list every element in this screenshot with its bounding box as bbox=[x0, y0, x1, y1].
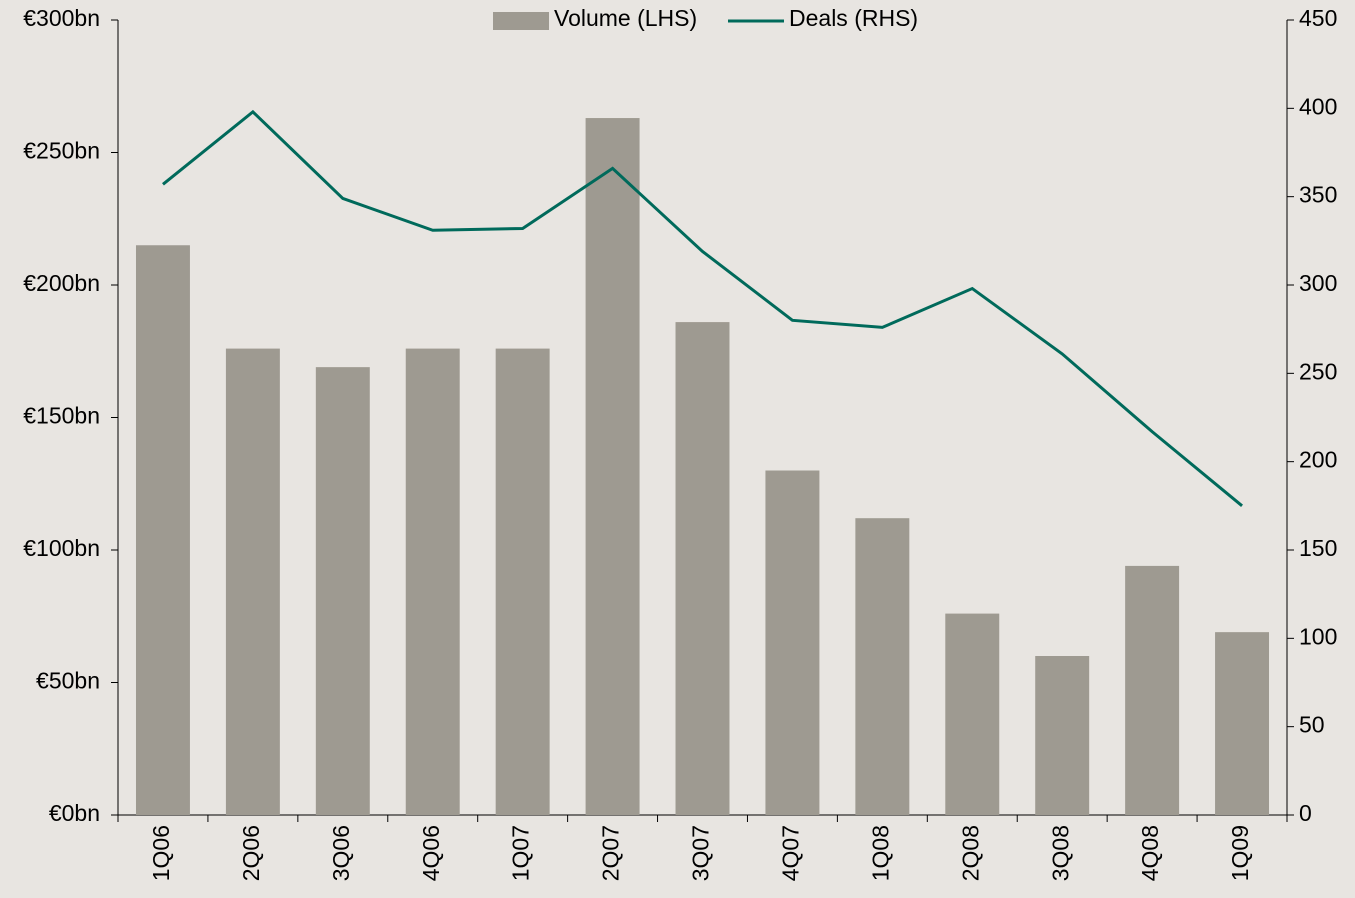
x-tick-label: 2Q08 bbox=[957, 825, 983, 881]
y2-tick-label: 300 bbox=[1299, 270, 1337, 296]
bar bbox=[135, 245, 190, 815]
bar bbox=[495, 348, 550, 815]
x-tick-label: 4Q07 bbox=[778, 825, 804, 881]
x-tick-label: 1Q07 bbox=[508, 825, 534, 881]
y-tick-label: €250bn bbox=[23, 138, 100, 164]
x-tick-label: 1Q06 bbox=[148, 825, 174, 881]
bar bbox=[405, 348, 460, 815]
x-tick-label: 3Q07 bbox=[688, 825, 714, 881]
x-tick-label: 1Q09 bbox=[1227, 825, 1253, 881]
legend-swatch bbox=[493, 12, 549, 30]
x-tick-label: 1Q08 bbox=[867, 825, 893, 881]
x-tick-label: 3Q08 bbox=[1047, 825, 1073, 881]
bar bbox=[1035, 656, 1090, 815]
y2-tick-label: 100 bbox=[1299, 623, 1337, 649]
x-tick-label: 4Q08 bbox=[1137, 825, 1163, 881]
bar bbox=[675, 322, 730, 815]
x-tick-label: 3Q06 bbox=[328, 825, 354, 881]
y-tick-label: €150bn bbox=[23, 403, 100, 429]
y2-tick-label: 50 bbox=[1299, 712, 1325, 738]
y2-tick-label: 350 bbox=[1299, 182, 1337, 208]
y-tick-label: €100bn bbox=[23, 535, 100, 561]
bar bbox=[945, 613, 1000, 815]
y2-tick-label: 200 bbox=[1299, 447, 1337, 473]
y-tick-label: €300bn bbox=[23, 5, 100, 31]
bar bbox=[225, 348, 280, 815]
y-tick-label: €50bn bbox=[36, 668, 100, 694]
legend-label: Deals (RHS) bbox=[789, 5, 918, 31]
x-tick-label: 2Q07 bbox=[598, 825, 624, 881]
y-tick-label: €0bn bbox=[49, 800, 100, 826]
legend-label: Volume (LHS) bbox=[554, 5, 697, 31]
y-tick-label: €200bn bbox=[23, 270, 100, 296]
x-tick-label: 4Q06 bbox=[418, 825, 444, 881]
line bbox=[162, 109, 1243, 507]
bar bbox=[765, 470, 820, 815]
bar bbox=[315, 367, 370, 815]
y2-tick-label: 150 bbox=[1299, 535, 1337, 561]
y2-tick-label: 450 bbox=[1299, 5, 1337, 31]
bar bbox=[1125, 565, 1180, 815]
y2-tick-label: 250 bbox=[1299, 358, 1337, 384]
x-tick-label: 2Q06 bbox=[238, 825, 264, 881]
bar bbox=[585, 118, 640, 816]
y2-tick-label: 0 bbox=[1299, 800, 1312, 826]
bar bbox=[855, 518, 910, 815]
bar bbox=[1215, 632, 1270, 815]
y2-tick-label: 400 bbox=[1299, 93, 1337, 119]
